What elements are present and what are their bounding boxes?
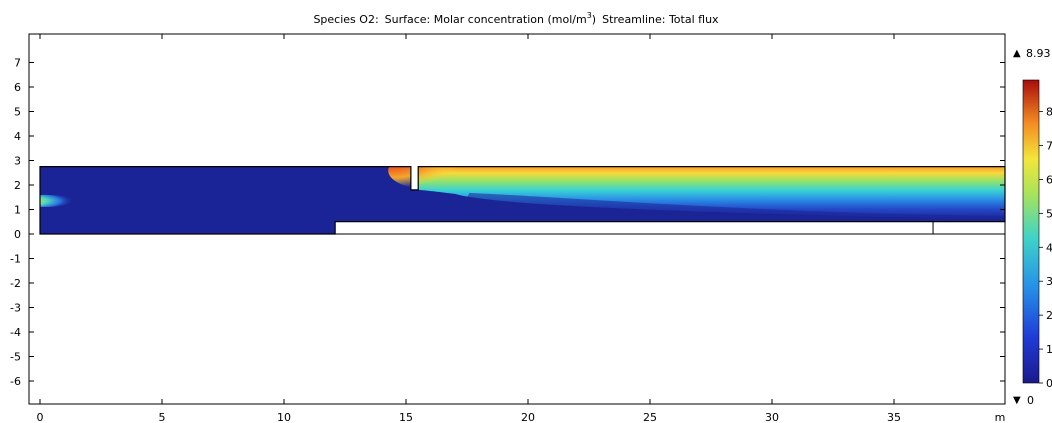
colorbar-tick-label: 0 — [1046, 377, 1052, 390]
y-tick-label: 0 — [14, 228, 21, 241]
y-tick-label: -4 — [10, 326, 21, 339]
x-tick-label: 35 — [887, 411, 901, 423]
y-tick-label: 6 — [14, 81, 21, 94]
y-tick-label: 3 — [14, 155, 21, 168]
downstream-plume — [418, 166, 1005, 220]
chart-title: Species O2: Surface: Molar concentration … — [313, 11, 719, 26]
x-unit-label: m — [995, 411, 1006, 423]
y-tick-label: 7 — [14, 57, 21, 70]
domain-boundary — [39, 166, 1006, 235]
y-tick-label: -2 — [10, 277, 21, 290]
x-tick-label: 20 — [521, 411, 535, 423]
y-tick-label: -5 — [10, 351, 21, 364]
colorbar: ▲ 8.93 8 7 6 5 4 3 2 1 0 ▼ 0 — [1013, 47, 1052, 407]
domain-outline — [39, 166, 1006, 235]
y-tick-label: 1 — [14, 204, 21, 217]
colorbar-max-label: 8.93 — [1026, 47, 1051, 60]
x-tick-label: 10 — [277, 411, 291, 423]
x-axis: 0 5 10 15 20 25 30 35 — [37, 34, 901, 423]
colorbar-gradient — [1022, 79, 1040, 384]
y-tick-label: -6 — [10, 375, 21, 388]
colorbar-max-arrow: ▲ — [1013, 48, 1021, 59]
y-axis: 7 6 5 4 3 2 1 0 -1 -2 -3 -4 -5 -6 — [10, 57, 1005, 388]
colorbar-tick-label: 3 — [1046, 275, 1052, 288]
y-tick-label: 2 — [14, 179, 21, 192]
y-tick-label: -1 — [10, 253, 21, 266]
x-tick-label: 0 — [37, 411, 44, 423]
colorbar-tick-label: 8 — [1046, 106, 1052, 119]
colorbar-tick-label: 2 — [1046, 309, 1052, 322]
lower-strip-right — [334, 221, 1006, 235]
colorbar-tick-label: 7 — [1046, 139, 1052, 152]
colorbar-tick-label: 5 — [1046, 207, 1052, 220]
x-tick-label: 30 — [765, 411, 779, 423]
x-tick-label: 5 — [159, 411, 166, 423]
plume-lower-shade — [454, 192, 1005, 222]
inlet-jet — [40, 194, 74, 207]
x-tick-label: 25 — [643, 411, 657, 423]
y-tick-label: -3 — [10, 302, 21, 315]
colorbar-tick-label: 6 — [1046, 173, 1052, 186]
y-tick-label: 4 — [14, 130, 21, 143]
colorbar-tick-label: 1 — [1046, 343, 1052, 356]
colorbar-min-arrow: ▼ — [1013, 395, 1021, 406]
x-tick-label: 15 — [399, 411, 413, 423]
colorbar-tick-label: 4 — [1046, 241, 1052, 254]
wall-corner-hotspot — [388, 166, 465, 189]
y-tick-label: 5 — [14, 106, 21, 119]
colorbar-min-label: 0 — [1027, 394, 1034, 407]
